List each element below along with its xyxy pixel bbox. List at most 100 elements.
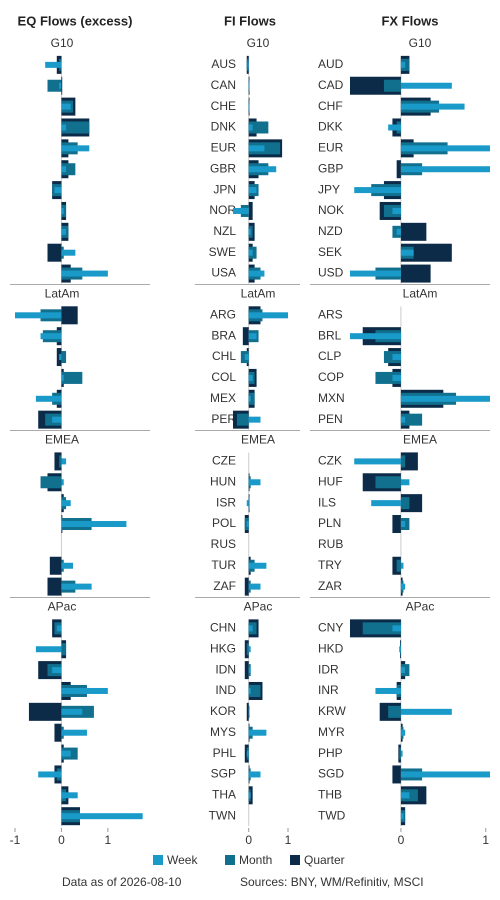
bar (38, 771, 62, 778)
bar (248, 625, 253, 632)
bar (246, 521, 249, 528)
bar (248, 583, 261, 590)
bar (388, 124, 401, 131)
category-label: GBR (210, 161, 236, 175)
bar (248, 771, 261, 778)
category-label: CHE (211, 99, 236, 113)
bar (400, 82, 452, 89)
category-label: SEK (318, 245, 342, 259)
x-tick-label: -1 (10, 833, 21, 847)
category-label: EUR (318, 141, 344, 155)
bar (400, 750, 403, 757)
bar (248, 166, 277, 173)
bar (248, 82, 250, 89)
bar (52, 416, 62, 423)
x-tick-label: 1 (285, 833, 292, 847)
bar (399, 747, 401, 760)
bar (61, 76, 63, 95)
category-label: USA (211, 266, 236, 280)
category-label: TRY (318, 558, 342, 572)
date-note: Data as of 2026-08-10 (62, 875, 182, 889)
bar (52, 667, 62, 674)
category-label: CZE (212, 454, 236, 468)
bar (248, 729, 267, 736)
bar (61, 103, 71, 110)
bar (375, 687, 401, 694)
x-tick-label: 0 (245, 833, 252, 847)
bar (61, 687, 108, 694)
category-label: ISR (216, 495, 236, 509)
bar (400, 395, 490, 402)
bar (392, 515, 401, 534)
group-label: APac (48, 600, 77, 614)
bar (61, 729, 87, 736)
bar (388, 705, 401, 718)
bar (354, 458, 401, 465)
bar (400, 562, 404, 569)
bar (56, 348, 62, 367)
bar (400, 479, 410, 486)
bar (61, 371, 83, 384)
category-label: TWD (318, 808, 346, 822)
bar (61, 306, 78, 325)
bar (248, 249, 253, 256)
bar (248, 497, 250, 510)
category-label: MYR (318, 725, 345, 739)
bar (400, 521, 406, 528)
bar (400, 708, 452, 715)
bar (246, 500, 249, 507)
category-label: ZAF (213, 579, 236, 593)
category-label: KOR (210, 704, 236, 718)
category-label: HUF (318, 474, 343, 488)
category-label: HKG (210, 641, 236, 655)
bar (61, 813, 143, 820)
category-label: SWE (209, 245, 236, 259)
bar (350, 270, 401, 277)
bar (61, 479, 64, 486)
category-label: EUR (211, 141, 237, 155)
bar (54, 187, 62, 194)
bar (61, 521, 127, 528)
category-label: TUR (211, 558, 236, 572)
category-label: IDR (318, 662, 339, 676)
bar (35, 646, 62, 653)
bar (248, 562, 267, 569)
group-label: LatAm (241, 287, 276, 301)
bar (248, 312, 288, 319)
bar (45, 61, 62, 68)
bar (400, 103, 465, 110)
bar (61, 643, 67, 656)
category-label: THA (212, 787, 236, 801)
bar (362, 622, 401, 635)
bar (400, 264, 431, 283)
category-label: IDN (215, 662, 236, 676)
bar (61, 228, 67, 235)
bar (47, 79, 62, 92)
category-label: AUS (211, 57, 236, 71)
bar (400, 792, 410, 799)
category-label: ZAR (318, 579, 342, 593)
bar (400, 497, 410, 510)
category-label: KRW (318, 704, 346, 718)
bar (248, 270, 265, 277)
bar (248, 479, 261, 486)
bar (400, 771, 490, 778)
bar (248, 121, 269, 134)
bar (392, 354, 401, 361)
bar (396, 559, 401, 572)
bar (392, 207, 401, 214)
bar (248, 333, 257, 340)
bar (61, 792, 78, 799)
group-label: APac (406, 600, 435, 614)
bar (400, 145, 490, 152)
category-label: POL (212, 516, 236, 530)
group-label: EMEA (403, 433, 437, 447)
bar (54, 452, 62, 471)
category-label: CLP (318, 349, 341, 363)
category-label: CNY (318, 621, 343, 635)
category-label: PHP (318, 746, 343, 760)
bar (61, 124, 67, 131)
category-label: RUB (318, 537, 343, 551)
bar (246, 750, 249, 757)
bar (248, 708, 250, 715)
